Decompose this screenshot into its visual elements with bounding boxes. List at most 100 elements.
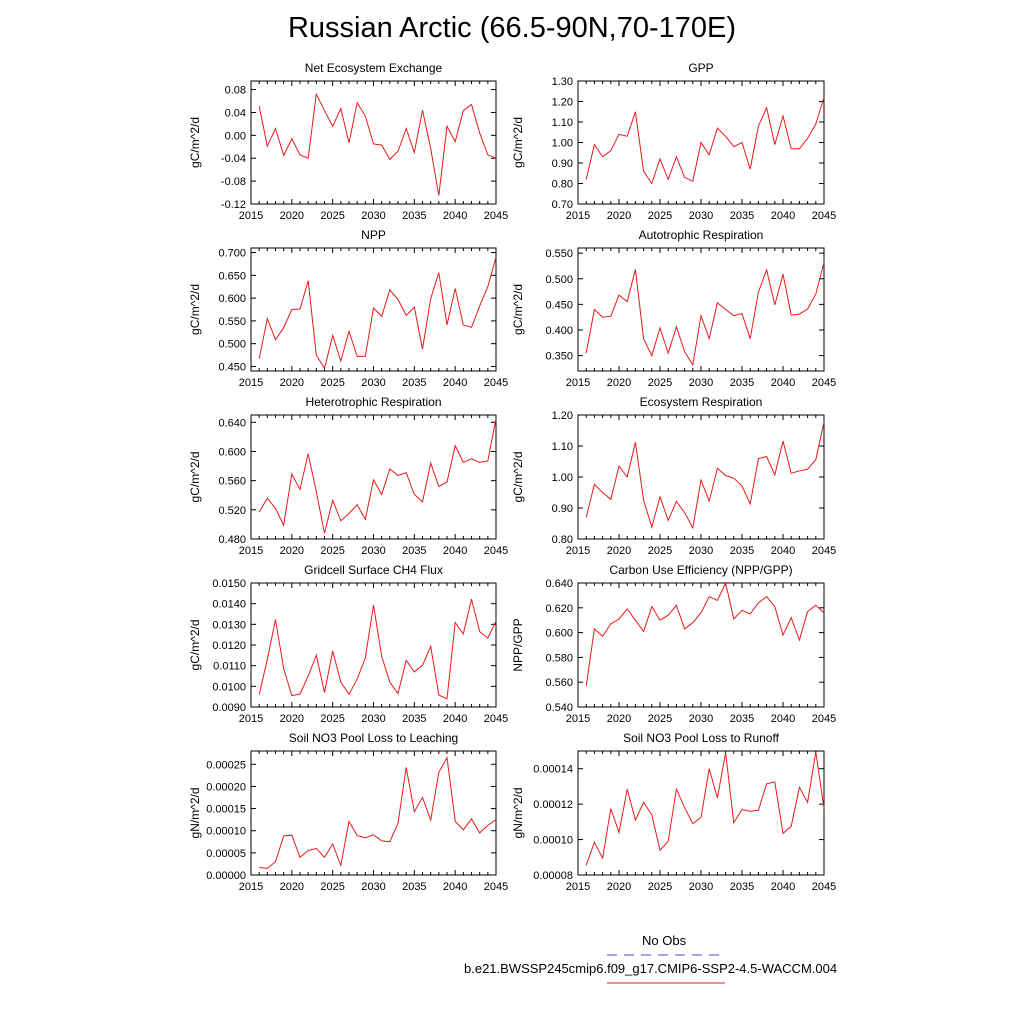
x-tick-label: 2015 <box>566 377 590 389</box>
y-tick-label: -0.08 <box>221 176 246 188</box>
x-tick-label: 2030 <box>361 713 385 725</box>
plot-frame <box>577 750 825 876</box>
x-tick-label: 2025 <box>648 210 672 222</box>
x-tick-label: 2015 <box>239 377 263 389</box>
panel-title: GPP <box>688 61 713 75</box>
x-tick-label: 2020 <box>280 545 304 557</box>
x-tick-label: 2035 <box>730 377 754 389</box>
series-line <box>258 92 497 196</box>
x-tick-label: 2020 <box>607 210 631 222</box>
y-axis-label: gN/m^2/d <box>511 788 525 839</box>
x-tick-label: 2025 <box>648 545 672 557</box>
plot-frame <box>250 750 497 876</box>
panel-title: Gridcell Surface CH4 Flux <box>304 563 443 577</box>
x-tick-label: 2045 <box>484 210 508 222</box>
x-tick-label: 2030 <box>689 210 713 222</box>
y-tick-label: 0.600 <box>218 446 246 458</box>
y-tick-label: 0.00012 <box>533 799 573 811</box>
x-tick-label: 2035 <box>402 210 426 222</box>
x-tick-label: 2040 <box>771 210 795 222</box>
y-tick-label: 0.540 <box>545 702 573 714</box>
panel-title: Soil NO3 Pool Loss to Runoff <box>623 731 780 745</box>
x-tick-label: 2030 <box>361 210 385 222</box>
legend-label-model-run: b.e21.BWSSP245cmip6.f09_g17.CMIP6-SSP2-4… <box>464 961 838 976</box>
y-axis-label: gC/m^2/d <box>188 284 202 335</box>
x-tick-label: 2025 <box>320 713 344 725</box>
x-tick-label: 2015 <box>239 713 263 725</box>
x-tick-label: 2020 <box>607 377 631 389</box>
x-tick-label: 2045 <box>484 881 508 893</box>
series-line <box>585 421 825 530</box>
series-line <box>258 598 497 700</box>
x-tick-label: 2040 <box>443 713 467 725</box>
x-tick-label: 2020 <box>280 881 304 893</box>
y-tick-label: 0.400 <box>545 325 573 337</box>
y-tick-label: 0.70 <box>552 199 573 211</box>
panel-title: Soil NO3 Pool Loss to Leaching <box>289 731 458 745</box>
y-tick-label: 0.520 <box>218 505 246 517</box>
y-tick-label: 0.80 <box>552 179 573 191</box>
y-tick-label: 0.90 <box>552 158 573 170</box>
plot-frame <box>577 247 825 372</box>
series-line <box>258 418 497 534</box>
y-tick-label: 0.00025 <box>206 759 246 771</box>
y-axis-label: gC/m^2/d <box>188 452 202 503</box>
x-tick-label: 2045 <box>812 713 836 725</box>
y-tick-label: 0.00015 <box>206 804 246 816</box>
y-tick-label: 0.00 <box>225 130 246 142</box>
y-tick-label: 0.00010 <box>533 835 573 847</box>
panel-title: NPP <box>361 228 386 242</box>
x-tick-label: 2020 <box>607 545 631 557</box>
y-tick-label: 0.00014 <box>533 764 573 776</box>
y-tick-label: 1.30 <box>552 76 573 88</box>
x-tick-label: 2035 <box>730 713 754 725</box>
y-tick-label: 0.700 <box>218 248 246 260</box>
y-tick-label: -0.12 <box>221 199 246 211</box>
x-tick-label: 2020 <box>607 881 631 893</box>
y-tick-label: 0.0130 <box>212 619 246 631</box>
x-tick-label: 2025 <box>320 545 344 557</box>
x-tick-label: 2015 <box>566 210 590 222</box>
x-tick-label: 2030 <box>689 545 713 557</box>
y-tick-label: 1.10 <box>552 441 573 453</box>
panel-title: Ecosystem Respiration <box>640 395 763 409</box>
x-tick-label: 2040 <box>771 713 795 725</box>
y-axis-label: gC/m^2/d <box>511 452 525 503</box>
y-tick-label: 0.00008 <box>533 870 573 882</box>
x-tick-label: 2020 <box>280 210 304 222</box>
x-tick-label: 2030 <box>361 377 385 389</box>
y-tick-label: 1.10 <box>552 117 573 129</box>
series-line <box>259 756 497 869</box>
y-axis-label: gC/m^2/d <box>188 117 202 168</box>
y-tick-label: 0.0100 <box>212 681 246 693</box>
x-tick-label: 2045 <box>812 210 836 222</box>
y-tick-label: 0.500 <box>545 274 573 286</box>
y-tick-label: 0.600 <box>545 628 573 640</box>
y-tick-label: 0.580 <box>545 652 573 664</box>
y-tick-label: 0.0090 <box>212 702 246 714</box>
y-axis-label: gC/m^2/d <box>511 284 525 335</box>
page-title: Russian Arctic (66.5-90N,70-170E) <box>287 12 737 44</box>
series-line <box>585 751 825 866</box>
y-tick-label: 0.08 <box>225 85 246 97</box>
y-tick-label: 0.640 <box>545 578 573 590</box>
y-tick-label: 1.20 <box>552 410 573 422</box>
y-tick-label: 0.640 <box>218 417 246 429</box>
x-tick-label: 2035 <box>730 545 754 557</box>
x-tick-label: 2020 <box>280 377 304 389</box>
y-tick-label: 0.650 <box>218 270 246 282</box>
y-tick-label: 0.0120 <box>212 640 246 652</box>
y-tick-label: 1.00 <box>552 138 573 150</box>
x-tick-label: 2025 <box>648 377 672 389</box>
y-tick-label: 0.00020 <box>206 781 246 793</box>
x-tick-label: 2035 <box>402 545 426 557</box>
y-axis-label: gC/m^2/d <box>511 117 525 168</box>
x-tick-label: 2015 <box>239 545 263 557</box>
x-tick-label: 2015 <box>239 881 263 893</box>
y-tick-label: 0.560 <box>218 476 246 488</box>
y-tick-label: 0.450 <box>545 299 573 311</box>
y-tick-label: 0.04 <box>225 107 246 119</box>
plot-frame <box>577 582 825 708</box>
x-tick-label: 2015 <box>566 713 590 725</box>
y-tick-label: 0.350 <box>545 351 573 363</box>
